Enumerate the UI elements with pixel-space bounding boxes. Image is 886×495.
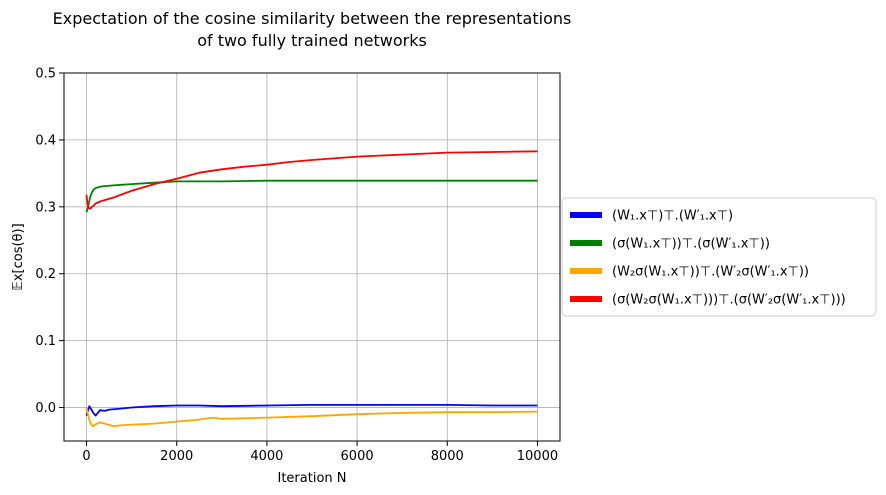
- series-line-4: [85, 150, 538, 210]
- y-tick-label: 0.0: [35, 401, 56, 416]
- x-tick-label: 0: [82, 449, 90, 464]
- x-tick-label: 2000: [160, 449, 193, 464]
- legend-frame: [561, 197, 877, 317]
- x-tick-label: 10000: [517, 449, 558, 464]
- legend-label-2: (σ(W₁.x⊤))⊤.(σ(W′₁.x⊤)): [612, 237, 770, 252]
- series-line-1: [85, 403, 538, 417]
- y-ticks: 0.0 0.1 0.2 0.3 0.4 0.5: [35, 67, 64, 416]
- legend: (W₁.x⊤)⊤.(W′₁.x⊤) (σ(W₁.x⊤))⊤.(σ(W′₁.x⊤))…: [561, 197, 877, 317]
- chart-title-line-2: of two fully trained networks: [197, 31, 427, 50]
- legend-label-3: (W₂σ(W₁.x⊤))⊤.(W′₂σ(W′₁.x⊤)): [612, 265, 809, 280]
- x-axis-label: Iteration N: [278, 471, 347, 486]
- legend-label-1: (W₁.x⊤)⊤.(W′₁.x⊤): [612, 209, 733, 224]
- y-tick-label: 0.5: [35, 67, 56, 82]
- y-axis-label: 𝔼x[cos(θ)]: [11, 223, 26, 290]
- series-line-2: [85, 179, 538, 213]
- x-tick-label: 6000: [341, 449, 374, 464]
- chart-title-line-1: Expectation of the cosine similarity bet…: [53, 9, 572, 28]
- x-ticks: 0 2000 4000 6000 8000 10000: [82, 441, 558, 464]
- plot-frame: [63, 72, 561, 442]
- x-tick-label: 4000: [250, 449, 283, 464]
- x-tick-label: 8000: [431, 449, 464, 464]
- legend-label-4: (σ(W₂σ(W₁.x⊤)))⊤.(σ(W′₂σ(W′₁.x⊤))): [612, 293, 846, 308]
- y-tick-label: 0.4: [35, 133, 56, 148]
- series-lines: [85, 150, 538, 428]
- series-line-3: [85, 407, 538, 428]
- y-tick-label: 0.3: [35, 200, 56, 215]
- y-tick-label: 0.1: [35, 334, 56, 349]
- grid: [64, 72, 560, 441]
- y-tick-label: 0.2: [35, 267, 56, 282]
